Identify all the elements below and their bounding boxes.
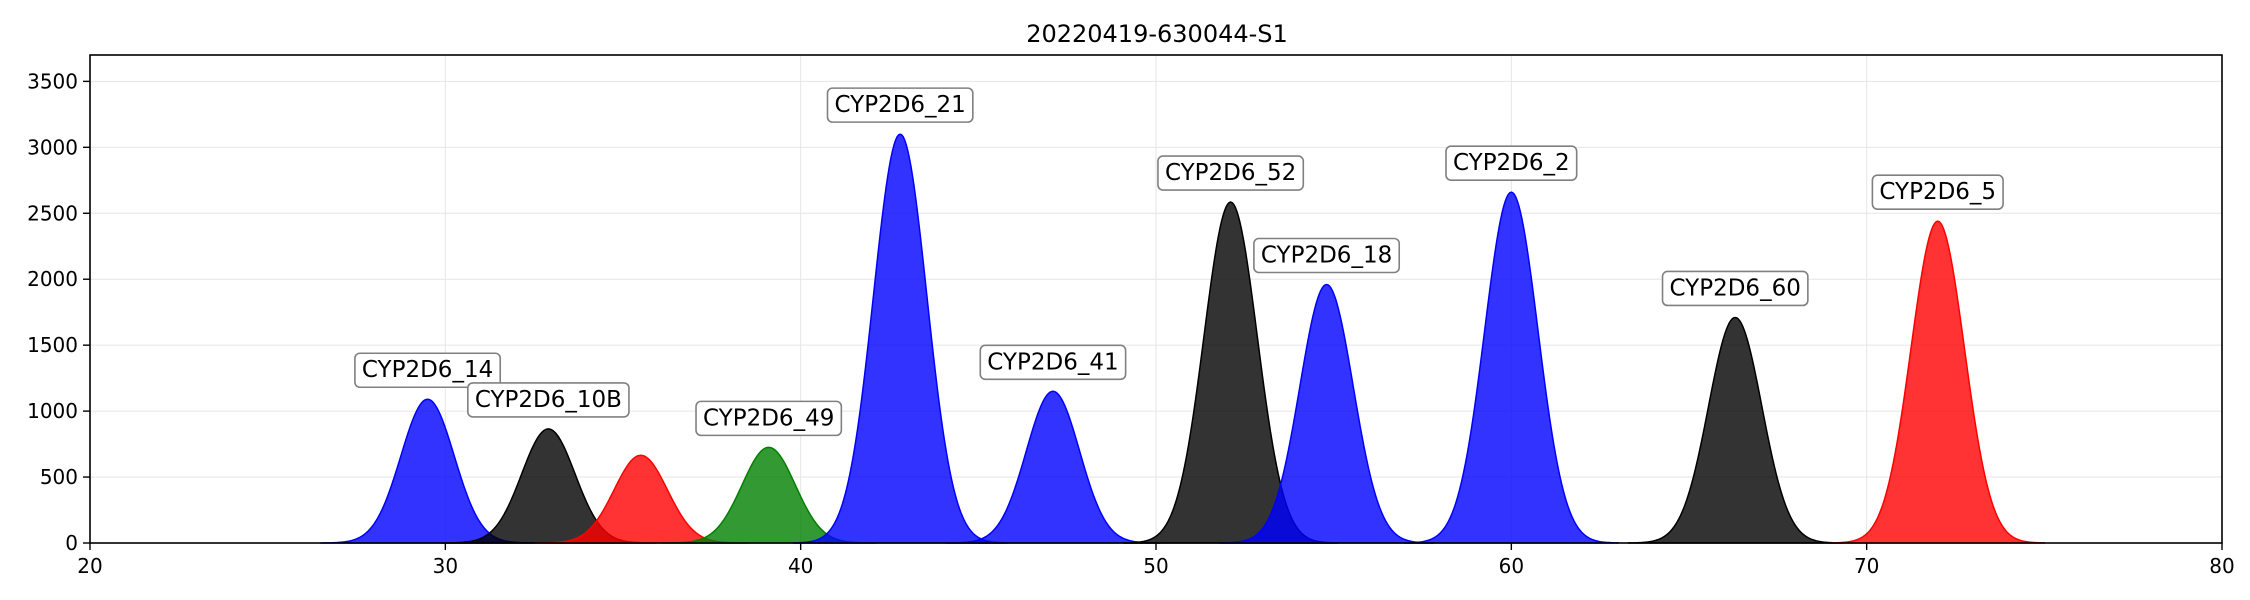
peak-label-box [467,382,630,418]
y-tick-label: 1000 [27,399,78,423]
peak-label: CYP2D6_14 [354,352,502,389]
peak-area [1830,220,2046,544]
peak-area [1403,191,1619,544]
peak-label: CYP2D6_5 [1871,174,2004,210]
peak-label-text: CYP2D6_41 [987,349,1118,375]
peak-label-box [979,344,1127,381]
peak-label-box [1253,237,1401,274]
peak-area [945,390,1161,544]
peak-area [792,133,1008,544]
peak-label: CYP2D6_18 [1253,237,1401,274]
peak-label: CYP2D6_41 [979,344,1127,381]
y-tick-label: 3000 [27,135,78,159]
peak-label-text: CYP2D6_49 [703,405,834,431]
peak-label: CYP2D6_52 [1157,155,1305,191]
grid-lines [89,55,2223,544]
peak-areas [320,133,2046,544]
y-tick-label: 500 [40,465,78,489]
peak-label-box [1661,270,1809,307]
axis-ticks: 20 30 40 50 60 70 80 0 500 1000 1500 2000 2500 3000 35… [27,69,2235,578]
peak-label: CYP2D6_60 [1661,270,1809,307]
x-tick-label: 50 [1143,554,1168,578]
peak-labels: CYP2D6_14 CYP2D6_10B CYP2D6_49 CYP2D6_21 CYP… [354,87,2004,437]
peak-label: CYP2D6_2 [1445,145,1578,181]
x-tick-label: 40 [788,554,813,578]
peak-label-text: CYP2D6_10B [475,387,622,413]
peak-label-text: CYP2D6_5 [1879,179,1996,205]
peak-area [1219,283,1434,544]
x-tick-label: 30 [433,554,458,578]
x-tick-label: 80 [2209,554,2234,578]
peak-label-box [1157,155,1305,191]
peak-label: CYP2D6_49 [695,400,843,437]
x-tick-label: 20 [77,554,102,578]
peak-label-text: CYP2D6_14 [362,357,493,383]
peak-label-text: CYP2D6_2 [1453,150,1570,176]
chart-title: 20220419-630044-S1 [1026,20,1288,48]
peak-label-text: CYP2D6_52 [1165,160,1296,186]
peak-label-box [1871,174,2004,210]
peak-label-box [1445,145,1578,181]
peak-label-box [695,400,843,437]
peak-label-box [826,87,974,123]
peak-label-box [354,352,502,389]
x-tick-label: 70 [1854,554,1879,578]
y-tick-label: 3500 [27,69,78,93]
y-tick-label: 2000 [27,267,78,291]
peak-label-text: CYP2D6_60 [1670,275,1801,301]
y-tick-label: 0 [65,531,78,555]
peak-label-text: CYP2D6_18 [1261,242,1392,268]
peak-label: CYP2D6_10B [467,382,630,418]
y-tick-label: 1500 [27,333,78,357]
peak-label-text: CYP2D6_21 [834,92,965,118]
peak-area [1627,316,1843,544]
x-tick-label: 60 [1499,554,1524,578]
y-tick-label: 2500 [27,201,78,225]
peak-label: CYP2D6_21 [826,87,974,123]
